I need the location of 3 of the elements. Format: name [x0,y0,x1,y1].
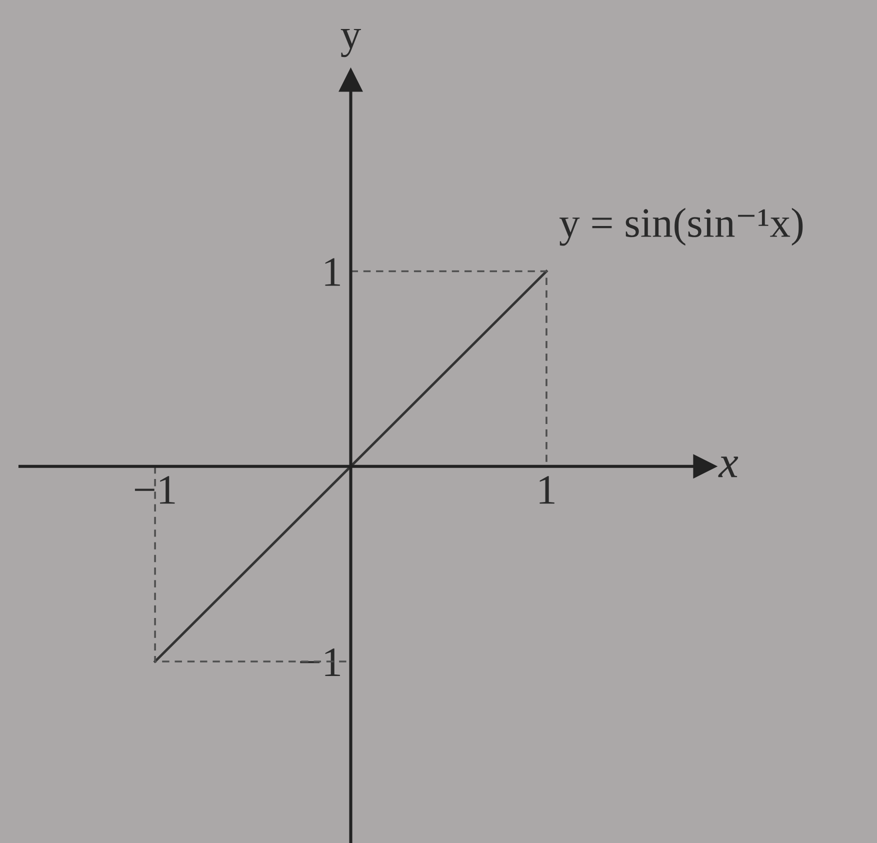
x-axis-title: x [718,456,738,478]
annotation: y = sin(sin⁻¹x) [559,208,803,246]
y-axis-title: y [340,28,362,58]
